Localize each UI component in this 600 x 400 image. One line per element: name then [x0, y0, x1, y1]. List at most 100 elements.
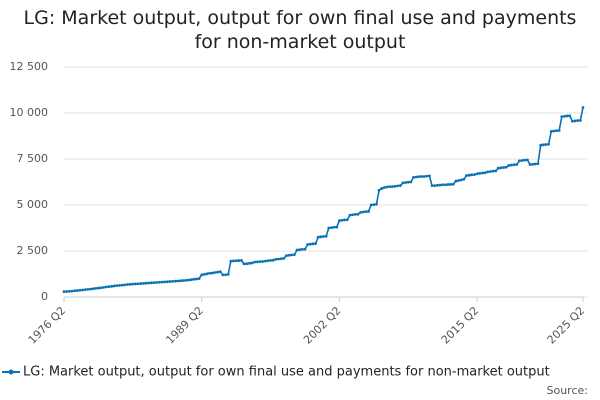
point	[518, 159, 521, 163]
point	[308, 242, 312, 246]
point	[234, 259, 238, 263]
point	[528, 163, 532, 166]
point	[470, 173, 474, 177]
point	[480, 171, 484, 175]
point	[202, 272, 206, 276]
point	[73, 289, 76, 293]
point	[78, 288, 82, 292]
point	[250, 261, 254, 265]
point	[168, 280, 172, 283]
point	[306, 243, 310, 246]
point	[369, 203, 373, 207]
point	[263, 259, 267, 263]
point	[89, 287, 92, 291]
point	[126, 283, 129, 286]
point	[218, 270, 222, 274]
point	[152, 281, 156, 285]
point	[462, 177, 466, 181]
point	[417, 175, 421, 179]
y-tick-label: 0	[41, 290, 48, 303]
point	[525, 158, 529, 162]
y-tick-label: 12 500	[10, 60, 49, 73]
point	[298, 248, 302, 252]
point	[549, 130, 553, 133]
point	[107, 285, 111, 289]
point	[539, 143, 543, 147]
point	[165, 280, 169, 284]
point	[221, 273, 225, 277]
point	[367, 210, 370, 213]
point	[240, 258, 243, 262]
point	[232, 259, 235, 263]
point	[160, 280, 164, 284]
point	[237, 259, 241, 262]
point	[478, 171, 482, 175]
point	[499, 166, 503, 170]
point	[544, 143, 548, 146]
point	[253, 260, 257, 264]
point	[576, 119, 580, 122]
point	[523, 158, 527, 162]
point	[552, 129, 556, 133]
point	[110, 284, 114, 288]
point	[343, 218, 347, 222]
point	[335, 225, 339, 229]
point	[414, 175, 418, 179]
point	[451, 182, 455, 186]
point	[330, 226, 333, 230]
x-tick-label: 2015 Q2	[439, 304, 482, 347]
point	[568, 114, 572, 118]
point	[353, 212, 357, 216]
point	[292, 253, 296, 257]
point	[571, 119, 574, 123]
point	[144, 281, 148, 285]
point	[441, 183, 445, 187]
point	[578, 118, 582, 122]
point	[459, 178, 463, 182]
point	[120, 283, 124, 287]
point	[425, 174, 429, 178]
point	[208, 271, 212, 275]
point	[271, 258, 275, 262]
point	[139, 282, 143, 285]
point	[91, 287, 95, 291]
point	[475, 172, 479, 176]
point	[496, 166, 500, 170]
point	[351, 213, 355, 217]
point	[94, 286, 98, 290]
point	[563, 114, 566, 118]
point	[97, 286, 100, 290]
point	[83, 288, 87, 292]
point	[446, 183, 450, 186]
point	[491, 169, 495, 173]
point	[515, 163, 519, 166]
point	[142, 281, 145, 285]
point	[245, 262, 249, 266]
point	[67, 289, 71, 293]
point	[102, 286, 106, 289]
point	[385, 185, 389, 189]
point	[242, 262, 246, 266]
point	[131, 282, 135, 286]
point	[327, 226, 331, 230]
point	[467, 173, 471, 177]
y-tick-label: 5 000	[17, 198, 49, 211]
point	[184, 278, 188, 282]
point	[377, 188, 381, 192]
point	[173, 279, 177, 283]
point	[157, 280, 161, 284]
point	[261, 260, 264, 263]
point	[502, 166, 505, 169]
point	[361, 210, 365, 214]
point	[428, 174, 431, 178]
point	[287, 253, 291, 257]
point	[266, 259, 270, 263]
point	[422, 175, 426, 178]
point	[393, 184, 397, 188]
point	[396, 184, 400, 188]
legend-label: LG: Market output, output for own final …	[23, 365, 550, 380]
point	[99, 286, 103, 290]
point	[494, 169, 498, 173]
point	[555, 129, 558, 133]
